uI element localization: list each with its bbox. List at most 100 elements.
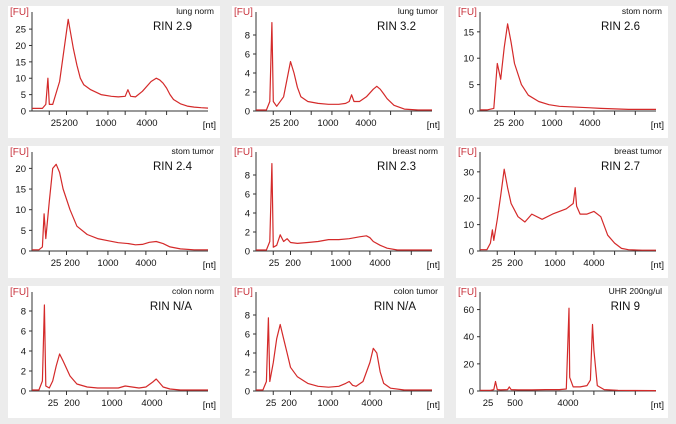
chart-svg: 0 20 40 60 25 500 4000 [FU] [nt] UHR 200ng/ul RIN … [458,286,664,411]
x-tick-label: 200 [285,258,301,269]
chart-svg: 0 10 20 30 25 200 1000 4000 [FU] [nt] breast tumor… [458,146,664,271]
rin-value: RIN 2.3 [377,161,416,173]
y-axis-label: [FU] [234,147,253,158]
sample-name: colon norm [172,286,214,296]
y-axis-label: [FU] [234,7,253,18]
x-tick-label: 1000 [101,398,122,409]
y-tick-label: 20 [463,359,474,370]
y-tick-label: 2 [245,228,250,239]
x-tick-label: 200 [507,258,523,269]
rin-value: RIN 2.9 [153,21,192,33]
chart-svg: 0 2 4 6 8 25 200 1000 4000 [FU] [nt] colon norm RIN … [10,286,216,411]
y-tick-label: 5 [21,90,26,101]
x-tick-label: 200 [281,398,297,409]
y-tick-label: 20 [15,41,26,52]
x-axis-label: [nt] [427,120,440,131]
y-tick-label: 0 [21,107,26,118]
x-axis-label: [nt] [651,120,664,131]
y-tick-label: 10 [463,54,474,65]
trace-line [480,307,657,392]
x-tick-label: 25 [48,398,59,409]
chart-svg: 0 5 10 15 25 200 1000 4000 [FU] [nt] stom norm RIN … [458,6,664,131]
rin-value: RIN N/A [150,301,193,313]
y-tick-label: 40 [463,332,474,343]
x-tick-label: 1000 [330,258,351,269]
sample-name: breast norm [393,146,438,156]
trace-line [256,163,432,251]
x-tick-label: 1000 [97,258,118,269]
x-tick-label: 25 [51,258,62,269]
y-tick-label: 15 [463,27,474,38]
y-tick-label: 8 [21,307,26,318]
chart-svg: 0 2 4 6 8 25 200 1000 4000 [FU] [nt] breast norm RIN… [234,146,440,271]
y-axis-label: [FU] [458,147,477,158]
x-axis-label: [nt] [203,400,216,411]
y-tick-label: 20 [15,164,26,175]
sample-name: UHR 200ng/ul [609,286,663,296]
rin-value: RIN 2.4 [153,161,193,173]
x-tick-label: 4000 [583,258,604,269]
y-axis-label: [FU] [458,287,477,298]
y-tick-label: 6 [245,190,250,201]
y-tick-label: 0 [21,387,26,398]
chart-panel-2: 0 2 4 6 8 25 200 1000 4000 [FU] [nt] lung tumor RIN … [232,6,444,138]
y-tick-label: 10 [15,205,26,216]
y-tick-label: 10 [15,74,26,85]
chart-panel-3: 0 5 10 15 25 200 1000 4000 [FU] [nt] stom norm RIN … [456,6,668,138]
x-axis-label: [nt] [427,260,440,271]
x-tick-label: 4000 [369,258,390,269]
y-axis-label: [FU] [10,287,29,298]
y-tick-label: 15 [15,185,26,196]
x-tick-label: 200 [508,118,524,129]
x-tick-label: 4000 [361,398,382,409]
y-tick-label: 8 [245,171,250,182]
x-axis-label: [nt] [651,260,664,271]
y-tick-label: 4 [245,69,250,80]
x-tick-label: 500 [507,398,523,409]
chart-panel-9: 0 20 40 60 25 500 4000 [FU] [nt] UHR 200ng/ul RIN … [456,286,668,418]
rin-value: RIN 3.2 [377,21,416,33]
trace-line [480,23,656,111]
y-tick-label: 15 [15,57,26,68]
chart-svg: 0 2 4 6 8 25 200 1000 4000 [FU] [nt] colon tumor RIN… [234,286,440,411]
x-tick-label: 25 [266,398,277,409]
y-tick-label: 0 [469,247,474,258]
y-tick-label: 0 [245,107,250,118]
x-tick-label: 1000 [541,118,562,129]
sample-name: colon tumor [394,286,439,296]
y-axis-label: [FU] [10,147,29,158]
x-tick-label: 4000 [141,398,162,409]
x-tick-label: 1000 [317,398,338,409]
y-tick-label: 4 [245,209,250,220]
x-axis-label: [nt] [203,120,216,131]
y-tick-label: 5 [21,226,26,237]
x-tick-label: 200 [283,118,299,129]
x-tick-label: 25 [270,118,281,129]
y-tick-label: 2 [245,88,250,99]
trace-line [480,168,656,251]
chart-panel-7: 0 2 4 6 8 25 200 1000 4000 [FU] [nt] colon norm RIN … [8,286,220,418]
chart-panel-6: 0 10 20 30 25 200 1000 4000 [FU] [nt] breast tumor… [456,146,668,278]
y-tick-label: 0 [245,247,250,258]
y-tick-label: 6 [245,330,250,341]
trace-line [32,163,208,251]
sample-name: lung norm [176,6,214,16]
x-tick-label: 25 [269,258,280,269]
y-tick-label: 8 [245,31,250,42]
x-tick-label: 1000 [95,118,116,129]
x-tick-label: 25 [492,258,503,269]
y-tick-label: 0 [21,247,26,258]
y-tick-label: 5 [469,80,474,91]
x-tick-label: 200 [64,258,80,269]
y-tick-label: 20 [463,194,474,205]
x-tick-label: 25 [51,118,62,129]
chart-panel-5: 0 2 4 6 8 25 200 1000 4000 [FU] [nt] breast norm RIN… [232,146,444,278]
x-tick-label: 200 [62,118,78,129]
trace-line [256,317,432,391]
y-tick-label: 4 [21,347,26,358]
x-tick-label: 4000 [136,118,157,129]
x-tick-label: 4000 [355,118,376,129]
chart-panel-4: 0 5 10 15 20 25 200 1000 4000 [FU] [nt] stom tumor R… [8,146,220,278]
trace-line [32,18,209,110]
y-axis-label: [FU] [458,7,477,18]
